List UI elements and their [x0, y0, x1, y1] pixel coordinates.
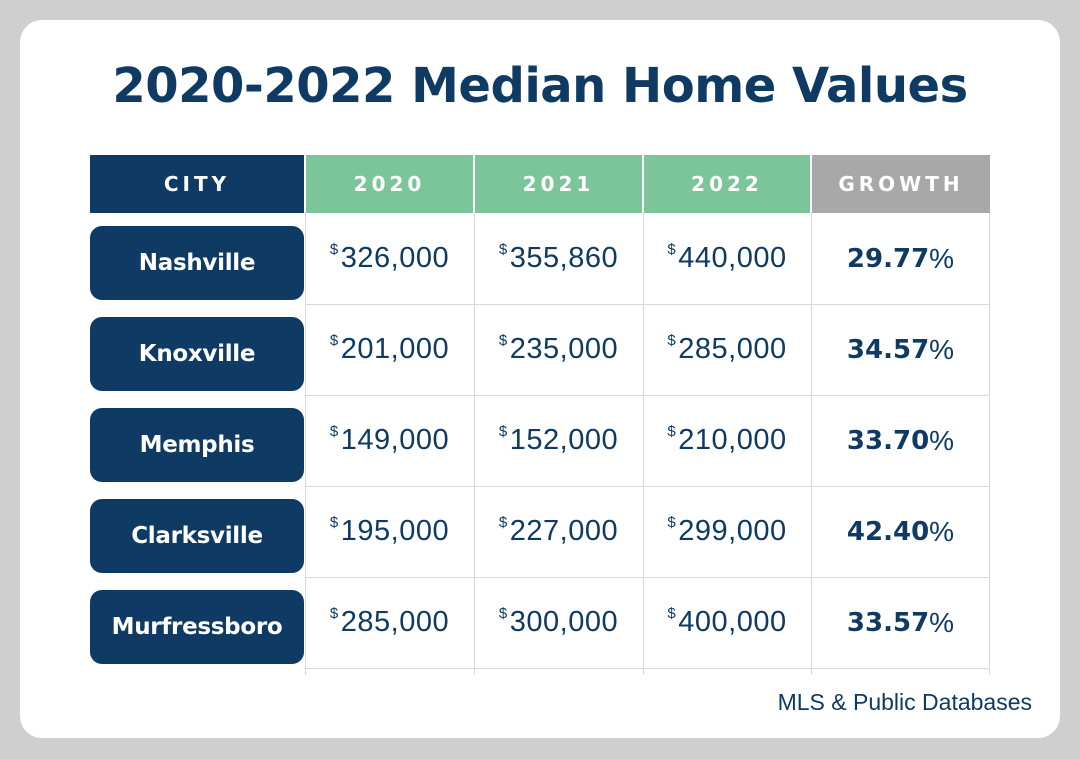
city-label: Memphis — [90, 408, 304, 482]
currency-symbol: $ — [667, 423, 677, 440]
value-number: 149,000 — [340, 424, 450, 456]
grid-vline — [474, 213, 475, 675]
percent-symbol: % — [929, 333, 955, 365]
percent-symbol: % — [929, 515, 955, 547]
currency-symbol: $ — [498, 514, 508, 531]
header-city: CITY — [90, 155, 304, 213]
home-values-table: CITY 2020 2021 2022 GROWTH Nashville $326… — [90, 155, 990, 675]
value-number: 201,000 — [340, 333, 450, 365]
currency-symbol: $ — [329, 514, 339, 531]
growth-value: 33.70 — [846, 425, 930, 456]
city-label: Clarksville — [90, 499, 304, 573]
value-number: 210,000 — [678, 424, 787, 456]
city-label: Knoxville — [90, 317, 304, 391]
currency-symbol: $ — [498, 423, 508, 440]
value-number: 299,000 — [678, 515, 787, 547]
value-cell-2020: $149,000 — [305, 395, 474, 486]
city-label: Murfressboro — [90, 590, 304, 664]
value-cell-2021: $300,000 — [474, 577, 643, 668]
value-cell-2021: $355,860 — [474, 213, 643, 304]
growth-cell: 33.70% — [811, 395, 990, 486]
grid-vline — [305, 213, 306, 675]
value-cell-2020: $326,000 — [305, 213, 474, 304]
growth-value: 33.57 — [846, 607, 930, 638]
currency-symbol: $ — [667, 514, 677, 531]
currency-symbol: $ — [667, 332, 677, 349]
currency-symbol: $ — [667, 605, 677, 622]
currency-symbol: $ — [498, 241, 508, 258]
growth-cell: 33.57% — [811, 577, 990, 668]
grid-vline — [811, 213, 812, 675]
value-cell-2022: $299,000 — [643, 486, 811, 577]
header-2021: 2021 — [473, 155, 642, 213]
value-cell-2020: $285,000 — [305, 577, 474, 668]
growth-cell: 42.40% — [811, 486, 990, 577]
grid-vline — [643, 213, 644, 675]
value-number: 235,000 — [509, 333, 619, 365]
header-2020: 2020 — [304, 155, 473, 213]
grid-hline — [305, 395, 990, 396]
value-number: 152,000 — [509, 424, 619, 456]
value-number: 400,000 — [678, 606, 787, 638]
grid-hline — [305, 486, 990, 487]
grid-hline — [305, 668, 990, 669]
value-cell-2022: $440,000 — [643, 213, 811, 304]
currency-symbol: $ — [329, 241, 339, 258]
currency-symbol: $ — [667, 241, 677, 258]
header-growth: GROWTH — [810, 155, 990, 213]
percent-symbol: % — [929, 606, 955, 638]
source-note: MLS & Public Databases — [777, 689, 1032, 715]
currency-symbol: $ — [498, 332, 508, 349]
value-number: 326,000 — [340, 242, 450, 274]
value-cell-2020: $201,000 — [305, 304, 474, 395]
value-cell-2022: $210,000 — [643, 395, 811, 486]
growth-value: 34.57 — [846, 334, 930, 365]
grid-hline — [305, 304, 990, 305]
value-cell-2022: $285,000 — [643, 304, 811, 395]
value-cell-2021: $235,000 — [474, 304, 643, 395]
city-label: Nashville — [90, 226, 304, 300]
value-cell-2020: $195,000 — [305, 486, 474, 577]
grid-vline — [989, 213, 990, 675]
chart-title: 2020-2022 Median Home Values — [112, 58, 968, 114]
growth-cell: 29.77% — [811, 213, 990, 304]
growth-value: 42.40 — [846, 516, 930, 547]
grid-hline — [305, 577, 990, 578]
value-cell-2022: $400,000 — [643, 577, 811, 668]
currency-symbol: $ — [329, 332, 339, 349]
value-cell-2021: $227,000 — [474, 486, 643, 577]
growth-cell: 34.57% — [811, 304, 990, 395]
value-number: 355,860 — [509, 242, 619, 274]
value-number: 195,000 — [340, 515, 450, 547]
value-number: 285,000 — [678, 333, 787, 365]
growth-value: 29.77 — [846, 243, 930, 274]
header-2022: 2022 — [642, 155, 810, 213]
value-number: 440,000 — [678, 242, 787, 274]
value-cell-2021: $152,000 — [474, 395, 643, 486]
percent-symbol: % — [929, 242, 955, 274]
currency-symbol: $ — [329, 605, 339, 622]
currency-symbol: $ — [498, 605, 508, 622]
value-number: 227,000 — [509, 515, 619, 547]
value-number: 285,000 — [340, 606, 450, 638]
value-number: 300,000 — [509, 606, 619, 638]
currency-symbol: $ — [329, 423, 339, 440]
percent-symbol: % — [929, 424, 955, 456]
